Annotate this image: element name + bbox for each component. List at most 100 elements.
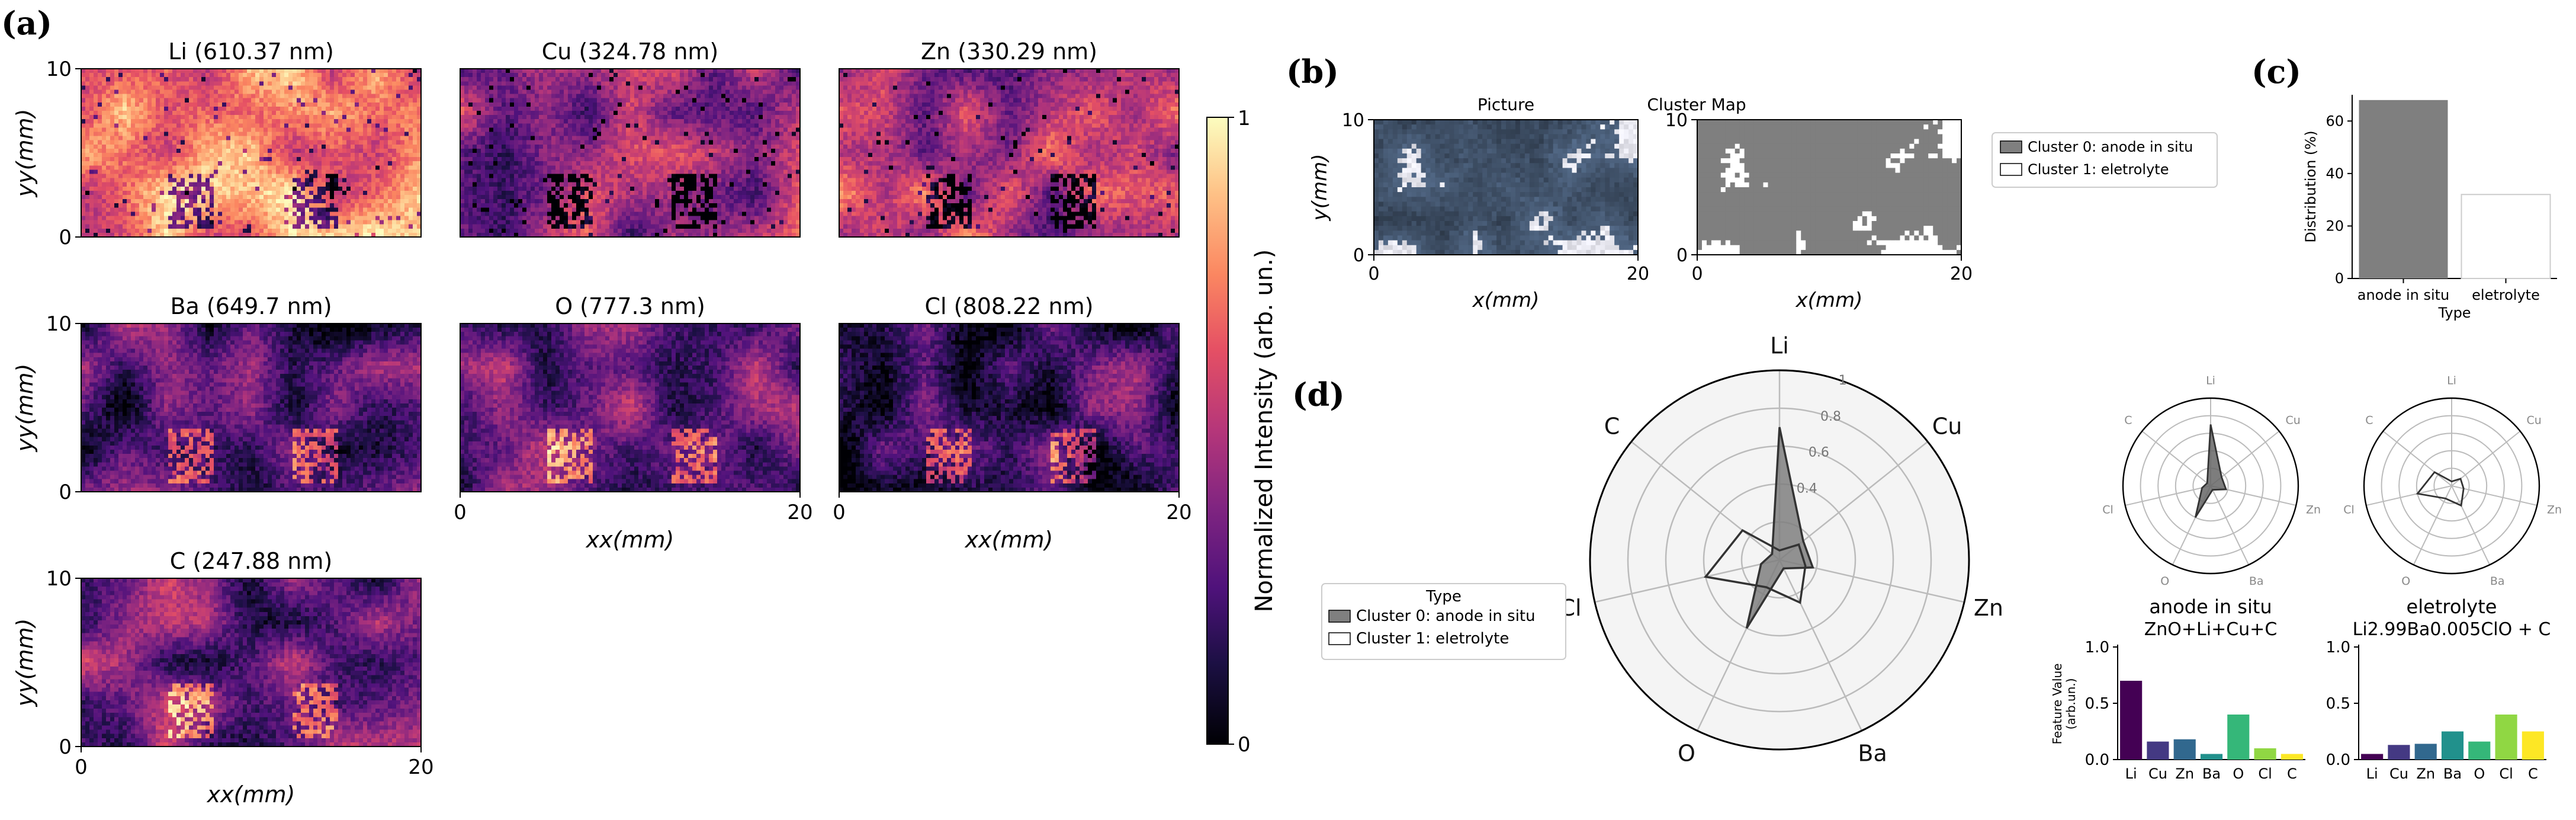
picture-pixel	[1388, 139, 1393, 145]
cluster-pixel	[1867, 245, 1872, 251]
cluster-pixel	[1881, 163, 1886, 168]
cluster-pixel	[1730, 120, 1735, 125]
cluster-pixel	[1777, 144, 1782, 149]
cluster-pixel	[1796, 241, 1801, 246]
cluster-pixel	[1702, 216, 1707, 222]
cluster-pixel	[1721, 178, 1726, 183]
cluster-pixel	[1904, 163, 1909, 168]
cluster-pixel	[1697, 216, 1702, 222]
picture-pixel	[1586, 120, 1591, 125]
picture-pixel	[1563, 178, 1568, 183]
cluster-pixel	[1702, 129, 1707, 134]
picture-pixel	[1388, 197, 1393, 202]
cluster-pixel	[1815, 173, 1820, 178]
picture-pixel	[1511, 207, 1515, 212]
picture-pixel	[1624, 182, 1629, 188]
picture-pixel	[1576, 124, 1581, 130]
picture-pixel	[1454, 187, 1459, 193]
picture-pixel	[1421, 173, 1426, 178]
colorbar-label: Normalized Intensity (arb. un.)	[1251, 249, 1278, 613]
map-ytick-label: 10	[46, 57, 72, 81]
cluster-pixel	[1919, 134, 1923, 139]
cluster-pixel	[1904, 182, 1909, 188]
picture-pixel	[1440, 173, 1445, 178]
cluster-pixel	[1796, 129, 1801, 134]
picture-pixel	[1506, 197, 1511, 202]
cluster-pixel	[1834, 134, 1839, 139]
cluster-pixel	[1853, 144, 1858, 149]
cluster-pixel	[1764, 139, 1768, 145]
picture-pixel	[1492, 201, 1496, 207]
cluster-pixel	[1820, 230, 1825, 236]
picture-pixel	[1619, 201, 1624, 207]
picture-pixel	[1444, 134, 1449, 139]
cluster-pixel	[1891, 124, 1896, 130]
picture-pixel	[1530, 168, 1534, 173]
picture-pixel	[1605, 134, 1610, 139]
picture-pixel	[1383, 201, 1388, 207]
cluster-pixel	[1745, 192, 1749, 197]
feature-bar-label: O	[2233, 765, 2244, 782]
cluster-pixel	[1707, 226, 1711, 231]
cluster-pixel	[1726, 182, 1730, 188]
cluster-pixel	[1721, 168, 1726, 173]
cluster-pixel	[1721, 187, 1726, 193]
picture-pixel	[1572, 149, 1577, 154]
picture-pixel	[1520, 245, 1525, 251]
cluster-pixel	[1730, 221, 1735, 226]
cluster-pixel	[1787, 230, 1791, 236]
picture-pixel	[1379, 134, 1383, 139]
cluster-pixel	[1810, 129, 1815, 134]
cluster-pixel	[1730, 168, 1735, 173]
picture-pixel	[1440, 124, 1445, 130]
cluster-pixel	[1791, 173, 1796, 178]
cluster-pixel	[1745, 149, 1749, 154]
cluster-pixel	[1853, 230, 1858, 236]
picture-pixel	[1544, 173, 1549, 178]
picture-pixel	[1482, 197, 1487, 202]
cluster-pixel	[1777, 235, 1782, 241]
cluster-pixel	[1928, 216, 1933, 222]
picture-pixel	[1576, 163, 1581, 168]
cluster-pixel	[1745, 187, 1749, 193]
picture-pixel	[1492, 120, 1496, 125]
cluster-pixel	[1749, 212, 1754, 217]
picture-pixel	[1586, 226, 1591, 231]
picture-pixel	[1496, 168, 1501, 173]
cluster-pixel	[1923, 226, 1928, 231]
picture-pixel	[1549, 129, 1553, 134]
cluster-pixel	[1745, 139, 1749, 145]
cluster-pixel	[1923, 178, 1928, 183]
cluster-pixel	[1759, 168, 1764, 173]
cluster-pixel	[1853, 226, 1858, 231]
cluster-pixel	[1881, 245, 1886, 251]
picture-pixel	[1496, 124, 1501, 130]
picture-pixel	[1468, 149, 1473, 154]
cluster-pixel	[1909, 221, 1914, 226]
bar-ylabel-unit: (arb.un.)	[2064, 678, 2078, 730]
cluster-pixel	[1862, 163, 1867, 168]
cluster-pixel	[1834, 144, 1839, 149]
picture-pixel	[1492, 221, 1496, 226]
cluster-pixel	[1740, 144, 1745, 149]
cluster-pixel	[1829, 221, 1834, 226]
cluster-pixel	[1947, 182, 1952, 188]
picture-pixel	[1421, 139, 1426, 145]
picture-pixel	[1473, 144, 1477, 149]
cluster-pixel	[1772, 241, 1777, 246]
picture-pixel	[1534, 129, 1539, 134]
cluster-pixel	[1947, 144, 1952, 149]
cluster-pixel	[1947, 230, 1952, 236]
picture-pixel	[1572, 168, 1577, 173]
cluster-pixel	[1848, 158, 1853, 164]
picture-pixel	[1412, 129, 1417, 134]
cluster-pixel	[1928, 168, 1933, 173]
cluster-pixel	[1777, 163, 1782, 168]
cluster-pixel	[1740, 182, 1745, 188]
picture-pixel	[1539, 139, 1544, 145]
cluster-pixel	[1749, 216, 1754, 222]
cluster-pixel	[1881, 178, 1886, 183]
cluster-pixel	[1938, 124, 1942, 130]
picture-pixel	[1619, 163, 1624, 168]
picture-pixel	[1435, 221, 1440, 226]
